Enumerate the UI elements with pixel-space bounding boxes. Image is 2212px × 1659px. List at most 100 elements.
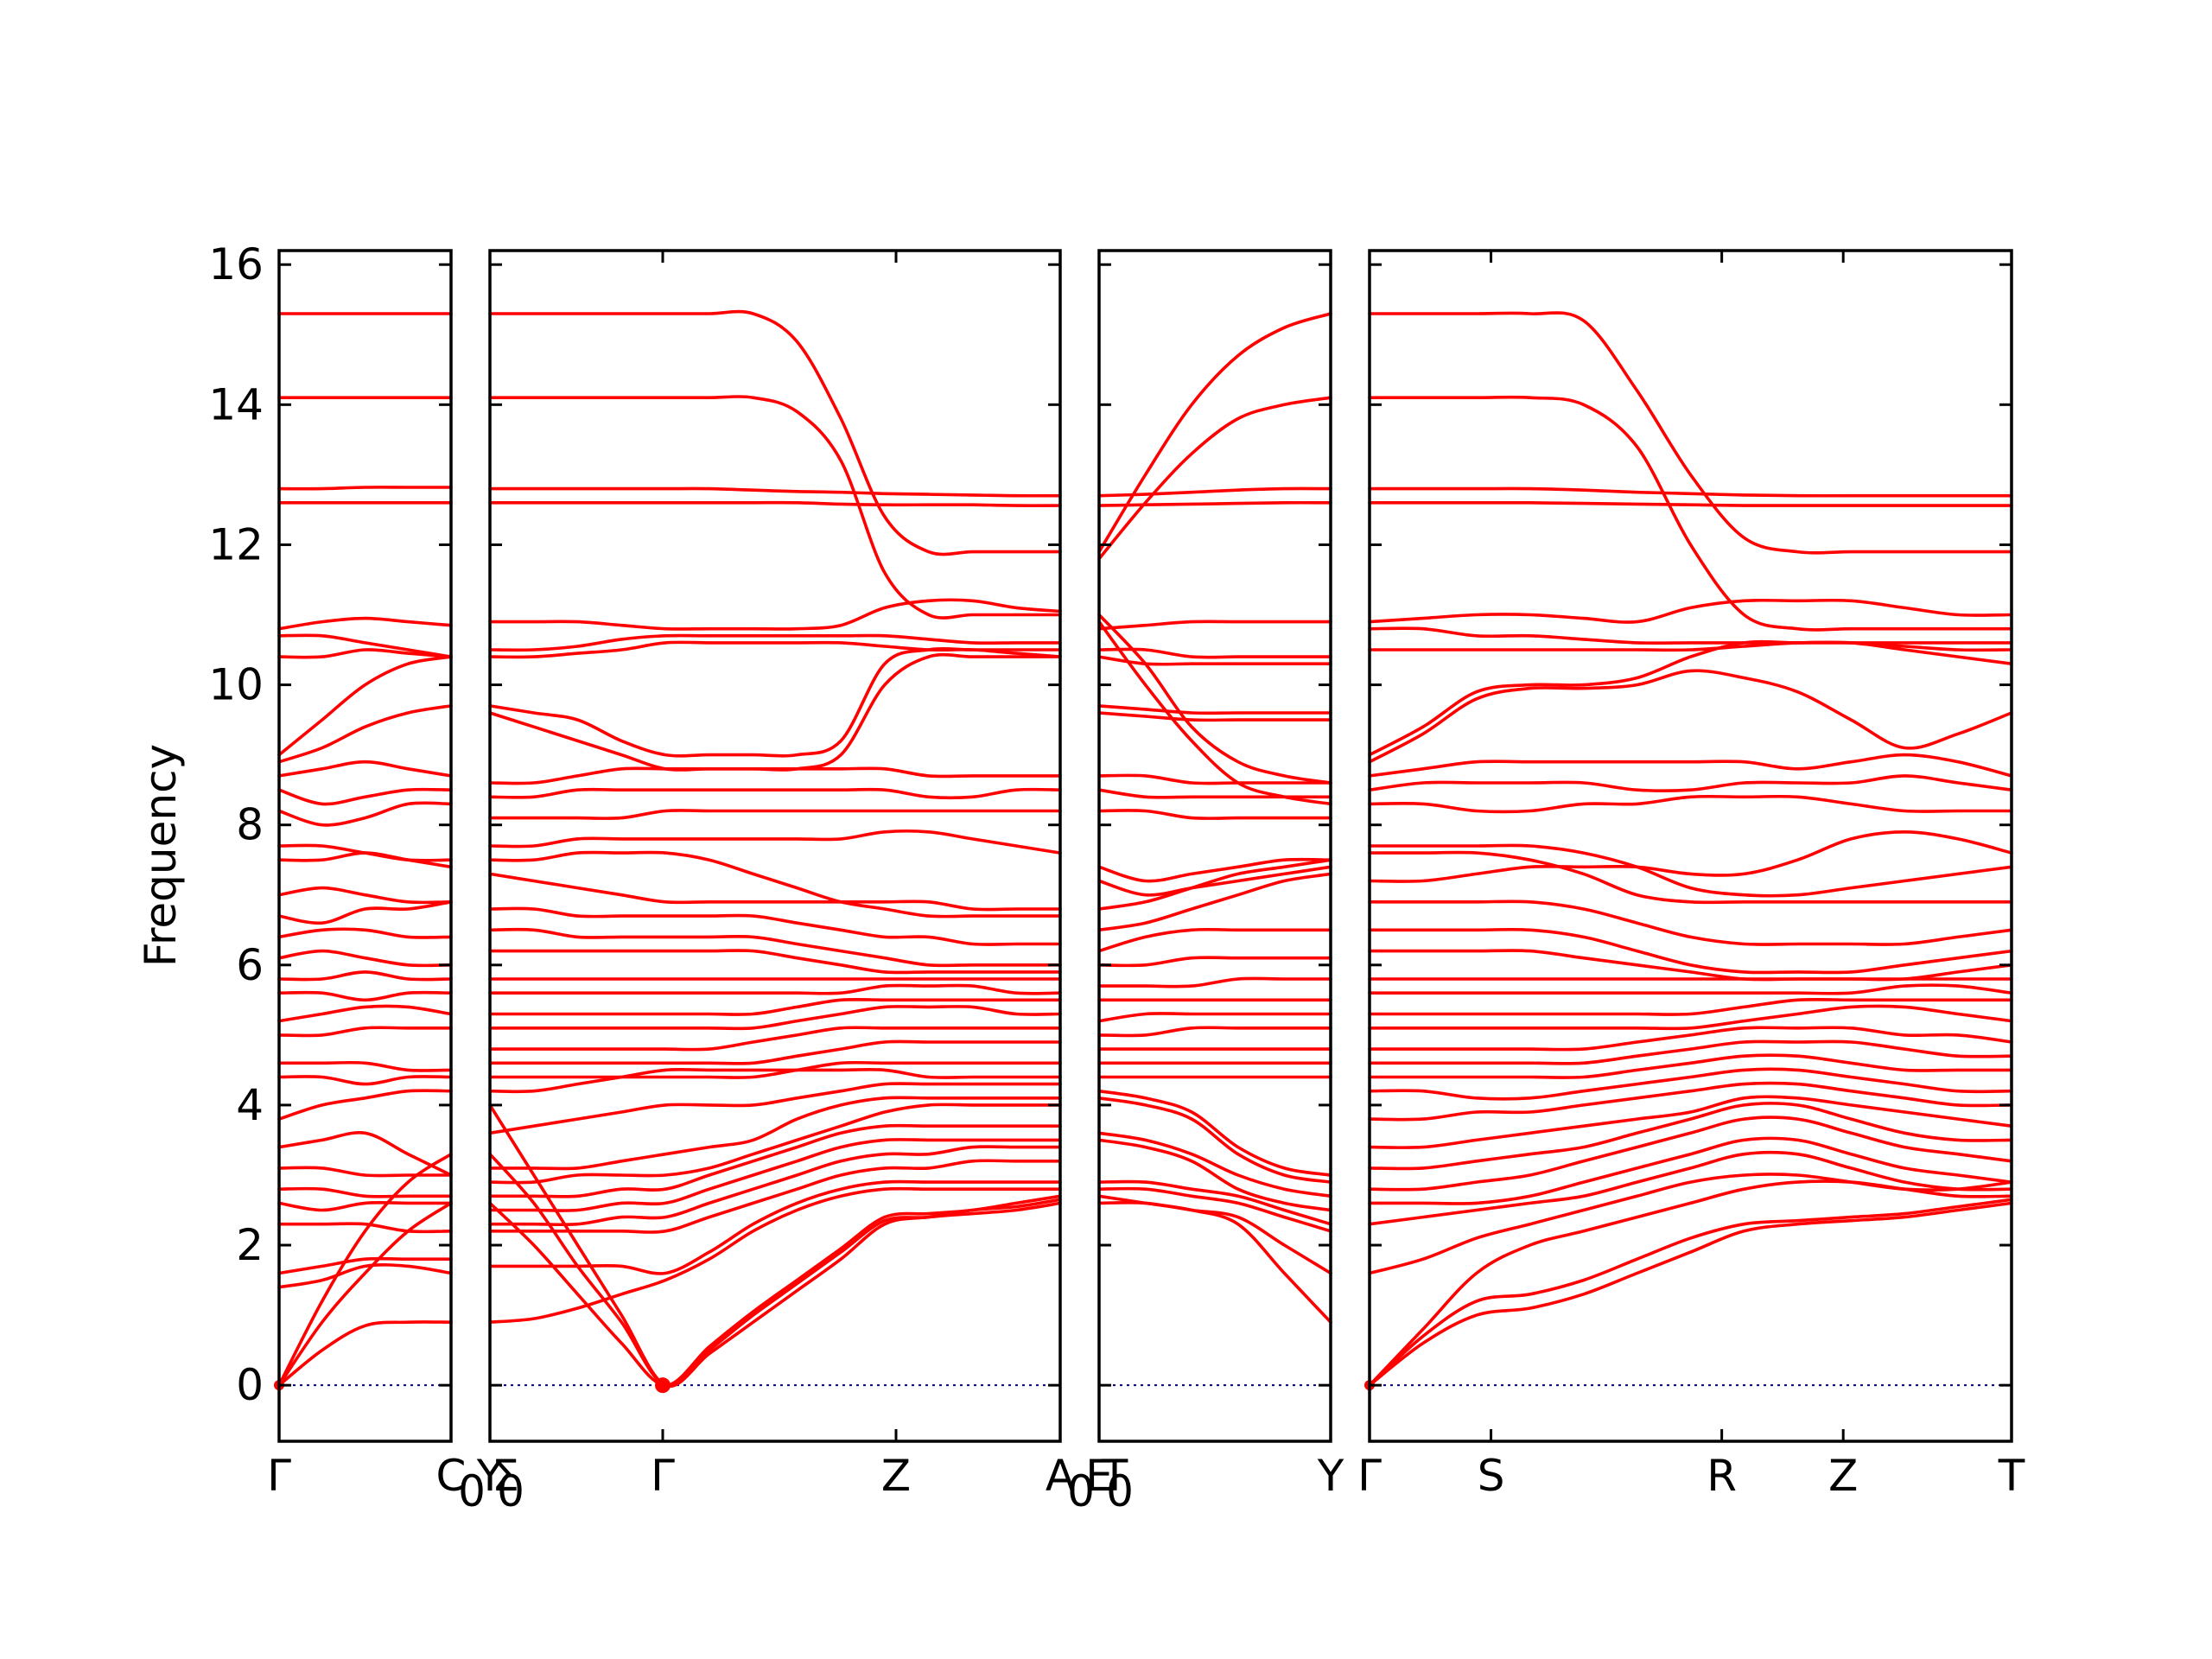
band-p3-18 [1097,872,1332,932]
kpoint-label-main: Γ [267,1451,291,1501]
band-p2-15 [488,872,1062,912]
band-p4-6 [1368,626,2013,645]
band-p3-32 [1097,1179,1332,1226]
band-p2-36 [488,1103,1062,1389]
panel-frame-2 [488,249,1062,1443]
band-p3-29 [1097,1096,1332,1184]
band-p3-33 [1097,1186,1332,1233]
band-p4-31 [1368,1136,2013,1205]
band-p1-27 [277,1166,453,1178]
band-p1-8 [277,655,453,757]
kpoint-label-main: R [1707,1451,1737,1501]
kpoint-label-main: A [1046,1451,1075,1501]
band-p2-20 [488,983,1062,995]
band-p2-30 [488,1123,1062,1198]
band-p2-4 [488,500,1062,507]
ytick-label: 14 [208,379,264,429]
kpoint-label-sub: 0 [1067,1466,1095,1516]
band-p2-27 [488,1082,1062,1135]
band-p3-11 [1097,711,1332,722]
kpoint-label-main: E [1085,1451,1113,1501]
kpoint-label-main: Γ [651,1451,675,1501]
band-p3-21 [1097,976,1332,988]
band-p2-13 [488,829,1062,855]
band-p1-31 [277,1256,453,1275]
y-axis-label: Frequency [136,744,186,967]
band-p3-10 [1097,704,1332,715]
band-p4-8 [1368,639,2013,757]
kpoint-label-main: Z [881,1451,911,1501]
band-p2-1 [488,309,1062,556]
band-p1-32 [277,1263,453,1289]
band-p4-28 [1368,1095,2013,1149]
band-p1-23 [277,1060,453,1072]
band-p3-5 [1097,613,1332,785]
band-p2-25 [488,1060,1062,1079]
band-p2-2 [488,395,1062,620]
band-p3-12 [1097,773,1332,785]
band-p2-29 [488,1103,1062,1185]
band-p1-30 [277,1222,453,1234]
kpoint-label-sub: 0 [458,1466,486,1516]
band-p3-31 [1097,1138,1332,1212]
ytick-label: 2 [236,1220,264,1270]
band-p3-3 [1097,486,1332,498]
panel-frame-4 [1368,249,2013,1443]
band-p3-4 [1097,500,1332,507]
band-p2-3 [488,486,1062,498]
ytick-label: 4 [236,1080,264,1130]
kpoint-label-main: C [436,1451,467,1501]
band-p1-12 [277,801,453,827]
band-p2-11 [488,787,1062,800]
band-p4-11 [1368,774,2013,792]
band-p2-33 [488,1159,1062,1234]
band-p4-3 [1368,486,2013,498]
axis-ticks [279,251,2012,1441]
ytick-label: 6 [236,940,264,990]
kpoint-label-main: T [1998,1451,2025,1501]
band-p1-10 [277,760,453,778]
panel-frame-3 [1097,249,1332,1443]
band-p4-29 [1368,1102,2013,1171]
kpoint-label-sub: 0 [497,1466,524,1516]
kpoint-label-main: Z [1828,1451,1858,1501]
band-p4-2 [1368,395,2013,632]
band-p4-17 [1368,927,2013,975]
band-p3-13 [1097,788,1332,799]
band-p1-24 [277,1075,453,1086]
band-p3-19 [1097,927,1332,953]
band-p1-18 [277,949,453,968]
band-p4-10 [1368,753,2013,778]
band-p4-24 [1368,1039,2013,1065]
band-p1-34 [277,1201,453,1387]
band-p4-13 [1368,843,2013,898]
band-p3-17 [1097,858,1332,911]
band-p4-5 [1368,598,2013,624]
ytick-label: 10 [208,660,264,710]
band-p4-7 [1368,640,2013,652]
band-p1-22 [277,1026,453,1038]
band-p2-5 [488,598,1062,631]
panel-frame-1 [277,249,453,1443]
band-p1-9 [277,704,453,764]
band-p4-25 [1368,1053,2013,1079]
band-p3-2 [1097,396,1332,561]
kpoint-label-main: Y [476,1451,504,1501]
band-p4-34 [1368,1179,2013,1387]
band-p2-35 [488,1186,1062,1324]
band-p2-18 [488,949,1062,975]
band-p2-14 [488,850,1062,918]
band-p1-28 [277,1186,453,1198]
band-p3-14 [1097,809,1332,820]
band-p3-28 [1097,1089,1332,1177]
band-p4-27 [1368,1081,2013,1122]
band-p3-30 [1097,1131,1332,1198]
band-p3-20 [1097,956,1332,968]
band-p4-22 [1368,1004,2013,1031]
band-p4-23 [1368,1026,2013,1052]
band-p4-4 [1368,500,2013,507]
band-p1-6 [277,633,453,658]
